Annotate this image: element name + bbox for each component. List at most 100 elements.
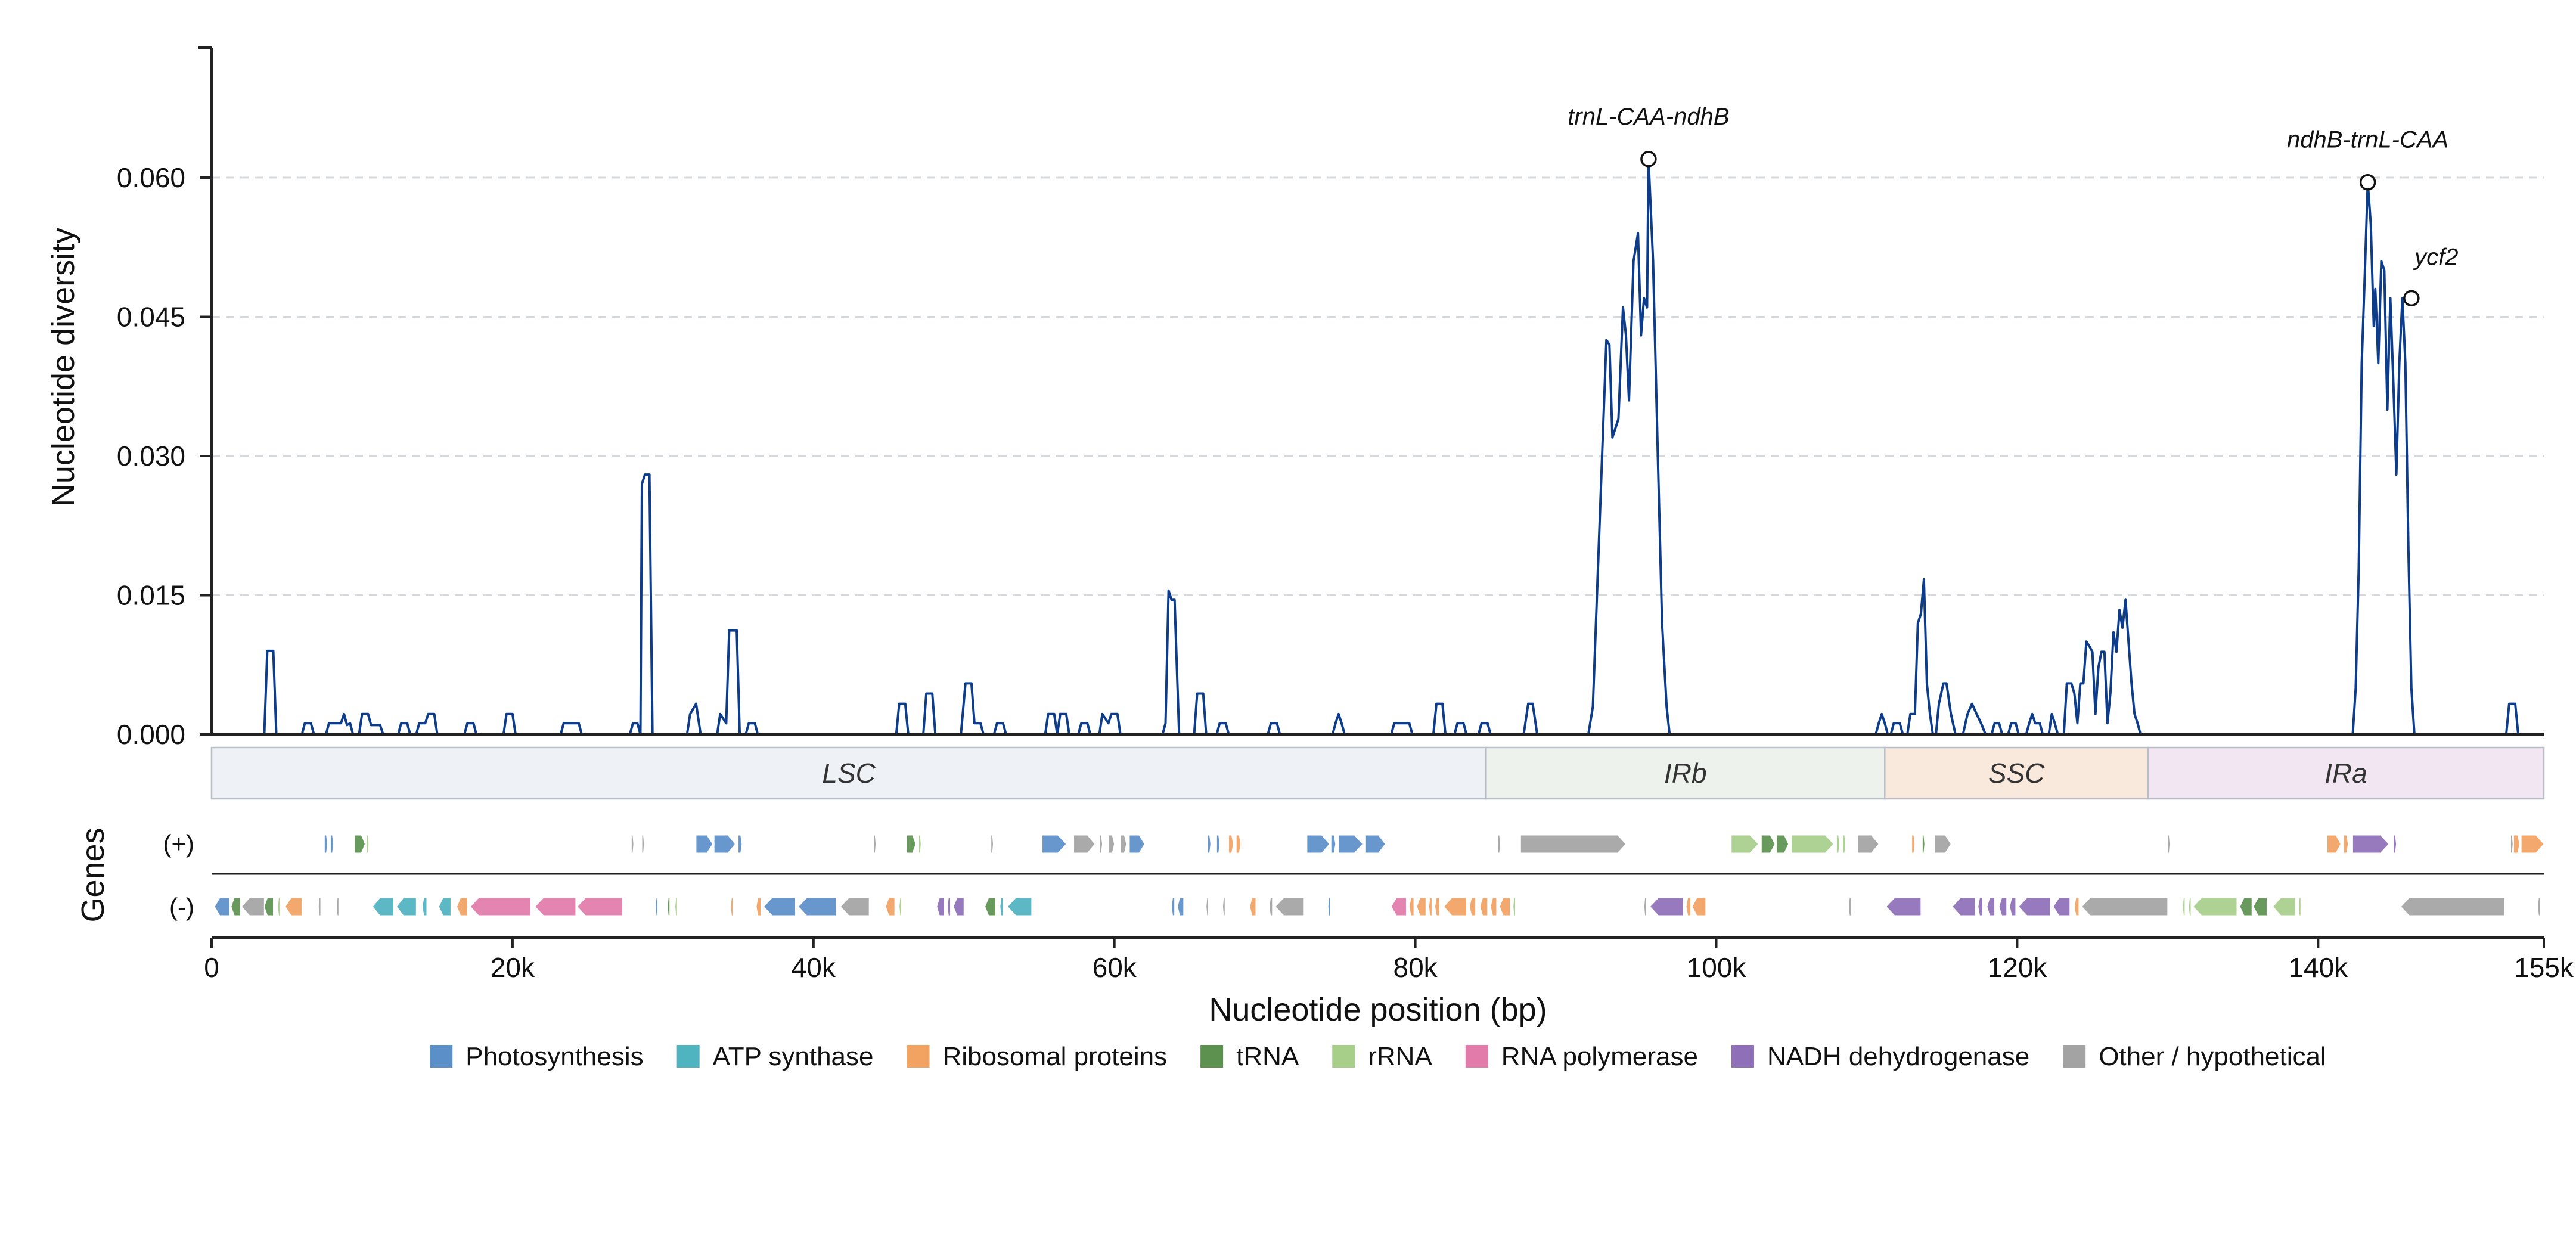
gene-plus-strand bbox=[1236, 835, 1242, 854]
gene-plus-strand bbox=[991, 835, 994, 854]
genes-axis-title: Genes bbox=[75, 827, 111, 922]
gene-minus-strand bbox=[1952, 897, 1976, 916]
gene-plus-strand bbox=[2352, 835, 2389, 854]
gene-minus-strand bbox=[1978, 897, 1983, 916]
gene-minus-strand bbox=[2081, 897, 2168, 916]
gene-minus-strand bbox=[241, 897, 265, 916]
region-label: IRa bbox=[2324, 758, 2367, 789]
region-band bbox=[210, 746, 1487, 800]
gene-minus-strand bbox=[1479, 897, 1488, 916]
gene-minus-strand bbox=[1434, 897, 1440, 916]
gene-minus-strand bbox=[1269, 897, 1273, 916]
gene-minus-strand bbox=[336, 897, 339, 916]
gene-plus-strand bbox=[906, 835, 917, 854]
gene-plus-strand bbox=[1842, 835, 1846, 854]
gene-plus-strand bbox=[738, 835, 743, 854]
x-tick-label: 120k bbox=[1988, 952, 2048, 983]
gene-plus-strand bbox=[641, 835, 645, 854]
legend-item-label: rRNA bbox=[1368, 1042, 1432, 1071]
legend-item-swatch bbox=[430, 1045, 453, 1068]
gene-minus-strand bbox=[946, 897, 951, 916]
region-band bbox=[1485, 746, 1886, 800]
gene-minus-strand bbox=[1327, 897, 1331, 916]
gene-minus-strand bbox=[2253, 897, 2267, 916]
region-label: SSC bbox=[1988, 758, 2045, 789]
gene-minus-strand bbox=[655, 897, 659, 916]
gene-minus-strand bbox=[1007, 897, 1032, 916]
y-tick-label: 0.060 bbox=[117, 162, 185, 193]
gene-minus-strand bbox=[797, 897, 837, 916]
gene-minus-strand bbox=[277, 897, 281, 916]
gene-plus-strand bbox=[1761, 835, 1776, 854]
gene-minus-strand bbox=[372, 897, 394, 916]
legend-item-label: ATP synthase bbox=[713, 1042, 874, 1071]
gene-plus-strand bbox=[1520, 835, 1627, 854]
gene-minus-strand bbox=[318, 897, 321, 916]
diversity-series-line bbox=[212, 157, 2544, 736]
legend-item-swatch bbox=[2063, 1045, 2086, 1068]
gene-minus-strand bbox=[1848, 897, 1851, 916]
legend-item-swatch bbox=[1731, 1045, 1754, 1068]
gene-minus-strand bbox=[456, 897, 468, 916]
gene-plus-strand bbox=[1306, 835, 1330, 854]
peak-label: ndhB-trnL-CAA bbox=[2287, 127, 2448, 153]
gene-minus-strand bbox=[2053, 897, 2071, 916]
gene-plus-strand bbox=[1042, 835, 1067, 854]
legend-item-swatch bbox=[1200, 1045, 1224, 1068]
y-tick-label: 0.015 bbox=[117, 579, 185, 610]
gene-plus-strand bbox=[1228, 835, 1234, 854]
gene-minus-strand bbox=[1490, 897, 1497, 916]
gene-plus-strand bbox=[2510, 835, 2513, 854]
gene-minus-strand bbox=[421, 897, 427, 916]
gene-minus-strand bbox=[2193, 897, 2237, 916]
gene-minus-strand bbox=[1643, 897, 1647, 916]
gene-minus-strand bbox=[756, 897, 761, 916]
gene-minus-strand bbox=[576, 897, 623, 916]
x-tick-label: 20k bbox=[491, 952, 535, 983]
genome-regions: LSC IRb SSC IRa bbox=[210, 746, 2545, 800]
gene-minus-strand bbox=[899, 897, 902, 916]
gene-minus-strand bbox=[2298, 897, 2301, 916]
x-axis-title: Nucleotide position (bp) bbox=[1209, 992, 1547, 1028]
gene-minus-strand bbox=[2018, 897, 2051, 916]
gene-minus-strand bbox=[2239, 897, 2252, 916]
gene-minus-strand bbox=[1391, 897, 1407, 916]
gene-plus-strand bbox=[873, 835, 877, 854]
gene-minus-strand bbox=[1000, 897, 1004, 916]
gene-minus-strand bbox=[953, 897, 964, 916]
gene-minus-strand bbox=[2182, 897, 2186, 916]
y-tick-label: 0.045 bbox=[117, 301, 185, 332]
x-tick-label: 40k bbox=[792, 952, 836, 983]
region-label: LSC bbox=[822, 758, 876, 789]
region-label: IRb bbox=[1664, 758, 1707, 789]
gene-minus-strand bbox=[1171, 897, 1175, 916]
gene-plus-strand bbox=[2326, 835, 2341, 854]
gene-plus-strand bbox=[1497, 835, 1501, 854]
gene-minus-strand bbox=[2074, 897, 2080, 916]
gene-minus-strand bbox=[214, 897, 230, 916]
legend-item-label: Ribosomal proteins bbox=[942, 1042, 1167, 1071]
gene-minus-strand bbox=[231, 897, 241, 916]
gene-plus-strand bbox=[1922, 835, 1925, 854]
y-ticks: 0.000 0.015 0.030 0.045 0.060 bbox=[117, 162, 212, 750]
gene-plus-strand bbox=[631, 835, 634, 854]
peak-marker bbox=[2403, 290, 2420, 307]
gene-plus-strand bbox=[330, 835, 334, 854]
gene-plus-strand bbox=[1857, 835, 1879, 854]
gene-minus-strand bbox=[1409, 897, 1414, 916]
gene-minus-strand bbox=[730, 897, 734, 916]
gene-minus-strand bbox=[1513, 897, 1516, 916]
gene-minus-strand bbox=[1469, 897, 1476, 916]
gene-plus-strand bbox=[1365, 835, 1386, 854]
gene-plus-strand bbox=[324, 835, 328, 854]
peak-label: ycf2 bbox=[2413, 244, 2458, 270]
gene-minus-strand bbox=[1649, 897, 1684, 916]
gene-plus-strand bbox=[2167, 835, 2171, 854]
legend-item-swatch bbox=[1465, 1045, 1488, 1068]
gene-plus-strand bbox=[1207, 835, 1211, 854]
gene-plus-strand bbox=[1776, 835, 1789, 854]
gene-tracks bbox=[212, 835, 2544, 939]
y-axis-title: Nucleotide diversity bbox=[45, 228, 81, 507]
x-tick-label: 80k bbox=[1393, 952, 1438, 983]
legend-item-swatch bbox=[676, 1045, 700, 1068]
